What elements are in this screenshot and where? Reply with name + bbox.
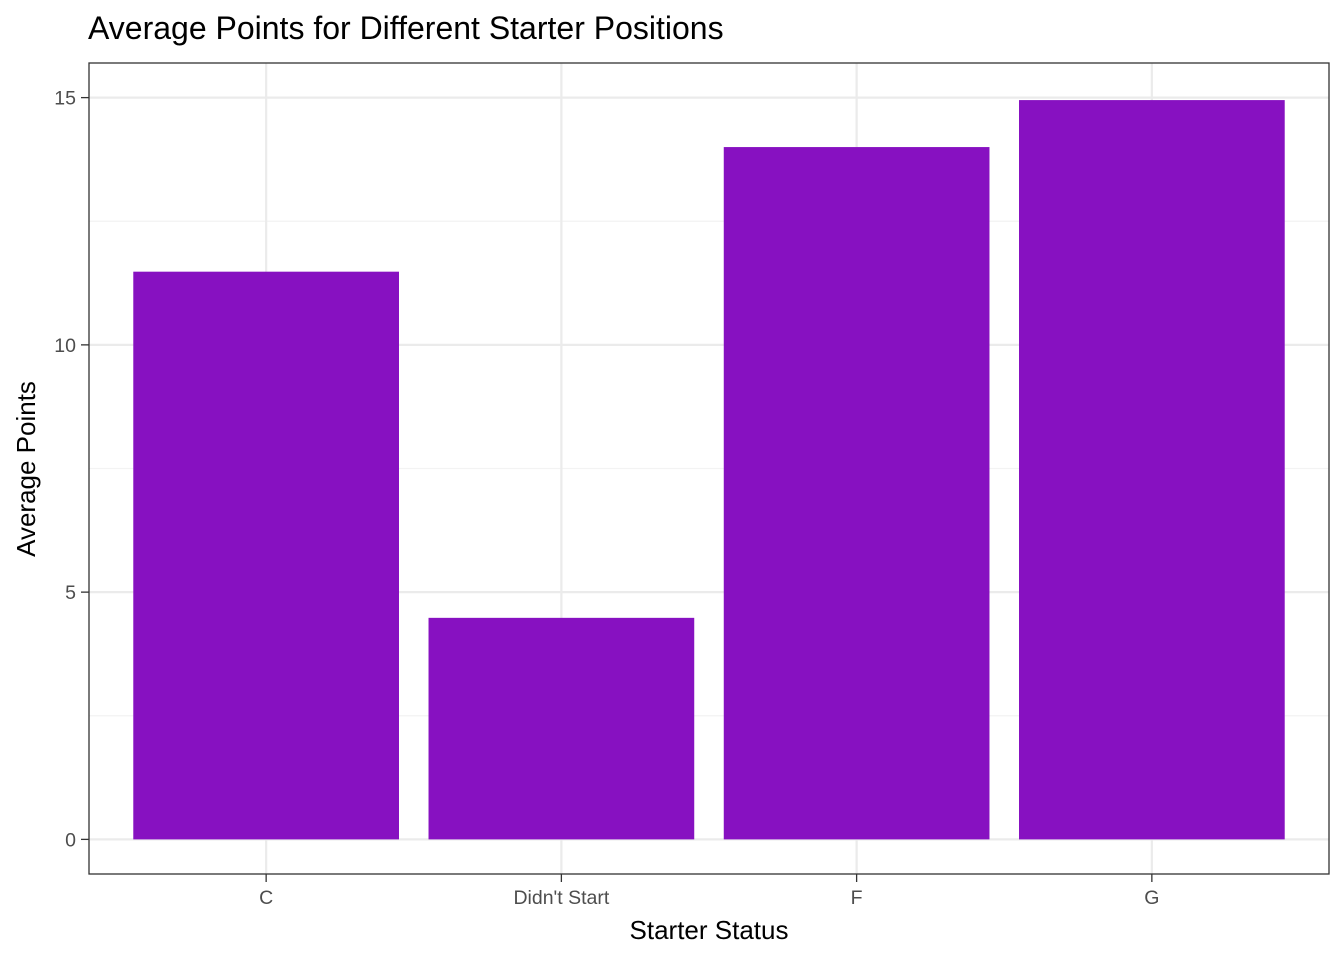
x-tick-label: Didn't Start	[513, 887, 609, 909]
x-tick-label: C	[259, 887, 273, 909]
panel-border	[88, 62, 1330, 875]
y-tick-label: 15	[54, 88, 76, 110]
y-tick-label: 5	[65, 582, 76, 604]
bar-didn-t-start	[428, 617, 695, 840]
x-tick-label: F	[851, 887, 863, 909]
y-axis-ticks: 0 5 10 15	[54, 88, 89, 851]
y-axis-title: Average Points	[11, 381, 41, 557]
bars	[133, 100, 1285, 840]
chart-title: Average Points for Different Starter Pos…	[88, 10, 724, 46]
y-tick-label: 10	[54, 335, 76, 357]
bar-c	[133, 271, 400, 840]
x-tick-label: G	[1144, 887, 1159, 909]
x-axis-title: Starter Status	[630, 915, 789, 945]
y-tick-label: 0	[65, 829, 76, 851]
bar-f	[723, 147, 990, 840]
bar-g	[1019, 100, 1285, 840]
x-axis-ticks: C Didn't Start F G	[259, 874, 1159, 909]
